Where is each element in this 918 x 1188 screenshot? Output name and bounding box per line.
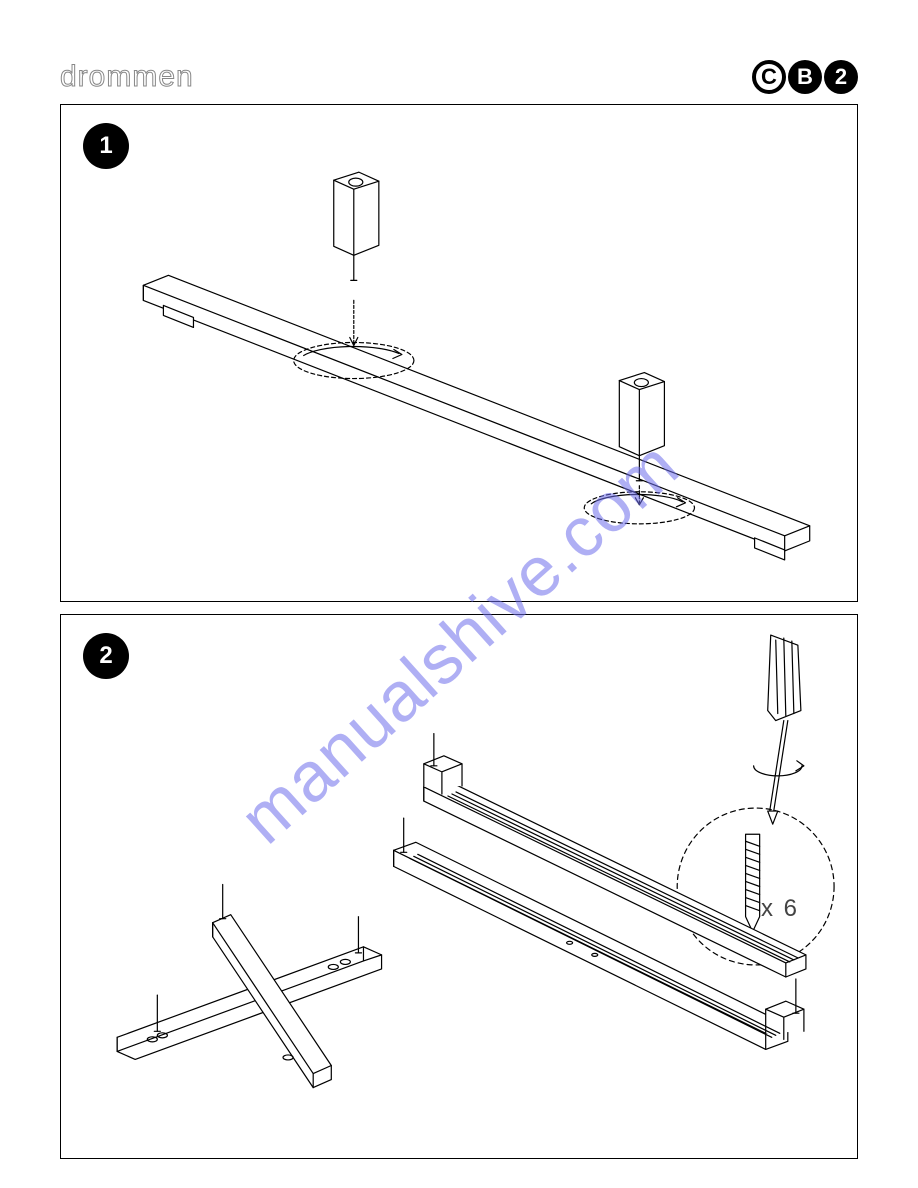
cross-brace-icon (117, 884, 381, 1087)
logo-letter-2: 2 (824, 60, 858, 94)
assembly-step-1-panel: 1 (60, 104, 858, 602)
assembly-step-2-panel: 2 (60, 614, 858, 1159)
step-1-diagram (61, 105, 857, 601)
step-number-badge: 2 (83, 633, 129, 679)
product-name: drommen (60, 60, 194, 94)
step-2-diagram (61, 615, 857, 1158)
page: drommen C B 2 1 (0, 0, 918, 1188)
header: drommen C B 2 (60, 60, 858, 94)
brand-logo: C B 2 (752, 60, 858, 94)
step-number-badge: 1 (83, 123, 129, 169)
screw-quantity-label: x 6 (761, 895, 799, 923)
logo-letter-b: B (788, 60, 822, 94)
logo-letter-c: C (752, 60, 786, 94)
